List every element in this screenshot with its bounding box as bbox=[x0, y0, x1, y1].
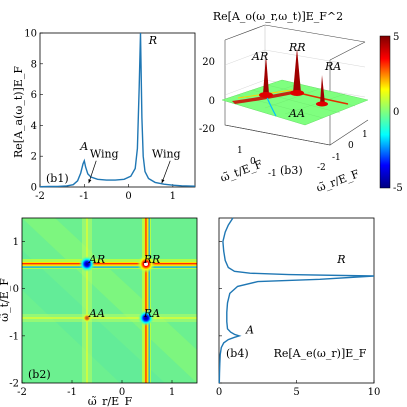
b1-series-line bbox=[39, 32, 196, 188]
b2-panel-label: (b2) bbox=[28, 368, 51, 381]
b3-xtick: -1 bbox=[332, 153, 341, 163]
b2-xtick-label: 0 bbox=[119, 387, 125, 398]
b1-annotation: Wing bbox=[152, 148, 181, 161]
b2-xtick-label: -1 bbox=[67, 387, 77, 398]
b3-box-edge bbox=[264, 24, 366, 43]
b2-region-label: AA bbox=[88, 307, 105, 320]
b3-surface-plane bbox=[221, 79, 369, 126]
b2-ytick-label: -2 bbox=[9, 379, 19, 390]
b2-ytick-label: 1 bbox=[13, 237, 19, 248]
b3-label-aa: AA bbox=[288, 107, 305, 120]
b2-region-label: RR bbox=[143, 253, 161, 266]
b2-labels: AR RR AA RA bbox=[88, 253, 160, 320]
b1-xtick-label: 1 bbox=[170, 191, 176, 202]
b3-label-ar: AR bbox=[251, 50, 268, 63]
b2-heatmap bbox=[22, 218, 197, 383]
b1-ytick-label: 6 bbox=[31, 90, 37, 101]
b3-label-rr: RR bbox=[288, 41, 306, 54]
b3-panel-label: (b3) bbox=[280, 164, 303, 177]
b2-ytick-label: 0 bbox=[13, 284, 19, 295]
b2-xtick-label: 1 bbox=[169, 387, 175, 398]
b3-ytick: 0 bbox=[250, 157, 256, 167]
b3-colorbar-tick: 0 bbox=[393, 107, 399, 118]
panel-b3: Re[A_o(ω_r,ω_t)]E_F^2 bbox=[199, 10, 403, 195]
b4-plot bbox=[218, 217, 375, 384]
b3-colorbar-tick: 5 bbox=[393, 32, 399, 43]
b2-region-label: AR bbox=[88, 253, 105, 266]
b2-region-label: RA bbox=[143, 307, 160, 320]
b3-peak-ar bbox=[263, 55, 269, 94]
panel-b4: 0 5 10 RA Re[A_e(ω_r)]E_F (b4) bbox=[216, 217, 381, 398]
b1-xtick-label: -2 bbox=[35, 191, 45, 202]
b1-ytick-label: 2 bbox=[31, 152, 37, 163]
b3-xtick: 1 bbox=[362, 130, 368, 140]
b3-xtick: 0 bbox=[348, 141, 354, 151]
b3-peak-base bbox=[259, 92, 273, 98]
b3-label-ra: RA bbox=[324, 60, 341, 73]
b1-ylabel: Re[A_a(ω_t)]E_F bbox=[12, 66, 25, 158]
b3-ztick: 20 bbox=[202, 57, 215, 68]
b2-ticks: -2 -1 0 1 -2 -1 0 1 bbox=[9, 237, 175, 398]
b3-peak-ra bbox=[320, 75, 325, 104]
b1-ytick-label: 8 bbox=[31, 59, 37, 70]
b4-annotation: A bbox=[245, 324, 254, 337]
b3-axis-front bbox=[329, 119, 369, 146]
b4-xtick-label: 10 bbox=[368, 387, 381, 398]
b1-wing-arrow bbox=[88, 160, 97, 184]
b3-ytick: 1 bbox=[237, 146, 243, 156]
b3-ztick: 0 bbox=[209, 96, 215, 107]
b2-xtick-label: -2 bbox=[17, 387, 27, 398]
b1-xtick-label: -1 bbox=[79, 191, 89, 202]
b3-ylabel: ω̃_t/E_F bbox=[219, 158, 265, 185]
b1-wing-arrowhead bbox=[88, 179, 92, 184]
b3-ztick: -20 bbox=[199, 124, 215, 135]
b1-annotation: Wing bbox=[90, 148, 119, 161]
panel-b2: -2 -1 0 1 -2 -1 0 1 AR RR AA RA (b2) ω̃_r/E_F ω̃_t… bbox=[0, 217, 198, 407]
b4-xlabel: Re[A_e(ω_r)]E_F bbox=[274, 347, 367, 360]
b4-xtick-label: 0 bbox=[216, 387, 222, 398]
b3-colorbar bbox=[379, 35, 391, 189]
b4-ticks: 0 5 10 bbox=[216, 241, 381, 398]
b1-wing-arrowhead bbox=[161, 179, 165, 184]
b3-peak-base bbox=[316, 101, 328, 107]
b1-wing-arrow bbox=[161, 160, 171, 184]
b1-plot bbox=[39, 32, 196, 188]
b1-ytick-label: 10 bbox=[24, 29, 37, 40]
b3-peak-rr bbox=[293, 48, 301, 93]
b1-panel-label: (b1) bbox=[46, 172, 69, 185]
b4-series-line bbox=[218, 217, 375, 384]
b1-ytick-label: 4 bbox=[31, 121, 37, 132]
b2-ylabel: ω̃_t/E_F bbox=[0, 278, 11, 322]
b3-title: Re[A_o(ω_r,ω_t)]E_F^2 bbox=[213, 10, 343, 23]
b2-xlabel: ω̃_r/E_F bbox=[88, 395, 133, 407]
b1-annotations: A R Wing Wing bbox=[79, 34, 181, 184]
b3-box-edge bbox=[224, 24, 266, 41]
b2-axes-frame bbox=[21, 217, 198, 384]
b1-ytick-label: 0 bbox=[31, 183, 37, 194]
b1-annotation: A bbox=[79, 140, 88, 153]
b4-xtick-label: 5 bbox=[293, 387, 299, 398]
b1-xtick-label: 0 bbox=[125, 191, 131, 202]
b3-colorbar-tick: -5 bbox=[393, 183, 403, 194]
b4-panel-label: (b4) bbox=[226, 347, 249, 360]
b3-peak-base bbox=[290, 90, 304, 96]
b1-annotation: R bbox=[148, 34, 157, 47]
b3-box-edge bbox=[329, 41, 366, 61]
b3-ytick: -1 bbox=[268, 169, 277, 179]
b4-annotation: R bbox=[336, 253, 345, 266]
b1-axes-frame bbox=[39, 32, 196, 188]
b3-axis-front bbox=[224, 124, 331, 146]
b2-ytick-label: -1 bbox=[9, 331, 19, 342]
b4-annotations: RA bbox=[245, 253, 346, 337]
b3-xtick: -2 bbox=[317, 163, 326, 173]
